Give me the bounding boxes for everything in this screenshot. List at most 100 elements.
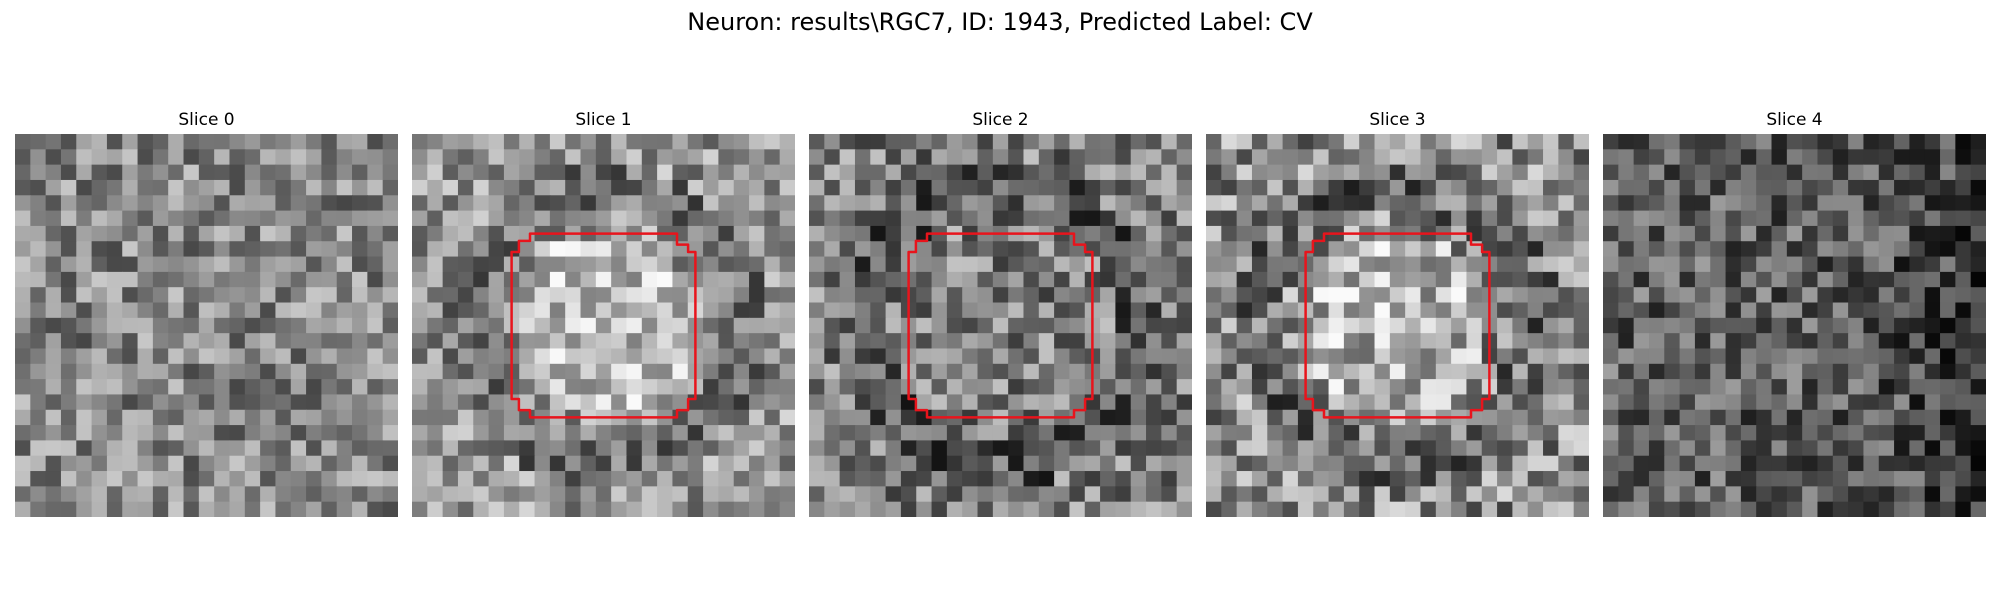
pixel-cell — [1130, 210, 1147, 227]
pixel-cell — [488, 302, 505, 319]
pixel-cell — [214, 225, 231, 242]
pixel-cell — [870, 287, 887, 304]
pixel-cell — [1282, 195, 1299, 212]
pixel-cell — [1236, 440, 1253, 457]
pixel-cell — [15, 425, 31, 441]
pixel-cell — [703, 271, 719, 288]
pixel-cell — [1008, 348, 1025, 365]
pixel-cell — [534, 134, 551, 150]
pixel-cell — [473, 134, 490, 150]
pixel-cell — [1481, 455, 1498, 472]
pixel-cell — [641, 333, 658, 350]
pixel-cell — [1512, 195, 1529, 212]
pixel-cell — [122, 149, 139, 166]
pixel-cell — [1802, 225, 1819, 242]
pixel-cell — [534, 471, 551, 487]
pixel-cell — [549, 256, 566, 273]
pixel-cell — [1038, 455, 1055, 472]
pixel-cell — [382, 394, 398, 411]
pixel-cell — [30, 394, 47, 411]
pixel-cell — [1832, 409, 1849, 426]
pixel-cell — [473, 164, 490, 181]
pixel-cell — [15, 149, 31, 166]
pixel-cell — [352, 440, 368, 457]
pixel-cell — [1633, 348, 1650, 365]
pixel-cell — [183, 134, 200, 150]
pixel-cell — [336, 425, 353, 441]
pixel-cell — [549, 149, 566, 166]
pixel-cell — [916, 471, 933, 487]
pixel-cell — [1497, 302, 1513, 319]
pixel-cell — [1740, 348, 1757, 365]
pixel-cell — [611, 486, 628, 503]
pixel-cell — [626, 486, 643, 503]
pixel-cell — [1802, 149, 1819, 166]
pixel-cell — [749, 363, 765, 380]
pixel-cell — [1786, 241, 1803, 258]
pixel-cell — [1069, 287, 1086, 304]
pixel-cell — [733, 134, 750, 150]
pixel-cell — [1740, 210, 1757, 227]
pixel-cell — [657, 471, 674, 487]
pixel-cell — [672, 394, 689, 411]
pixel-cell — [1573, 271, 1589, 288]
pixel-cell — [15, 179, 31, 196]
pixel-cell — [1130, 225, 1147, 242]
pixel-cell — [1512, 363, 1529, 380]
pixel-cell — [1359, 195, 1376, 212]
pixel-cell — [1756, 379, 1773, 396]
pixel-cell — [1420, 394, 1437, 411]
pixel-cell — [152, 363, 169, 380]
pixel-cell — [1497, 501, 1513, 517]
pixel-cell — [1161, 256, 1178, 273]
pixel-cell — [1466, 363, 1483, 380]
pixel-cell — [198, 317, 215, 334]
pixel-cell — [1740, 164, 1757, 181]
pixel-cell — [122, 363, 139, 380]
pixel-cell — [382, 471, 398, 487]
pixel-cell — [641, 486, 658, 503]
pixel-cell — [1771, 394, 1788, 411]
pixel-cell — [457, 179, 474, 196]
pixel-cell — [1161, 302, 1178, 319]
pixel-cell — [1251, 134, 1268, 150]
pixel-cell — [1802, 501, 1819, 517]
pixel-cell — [1313, 486, 1330, 503]
pixel-cell — [352, 134, 368, 150]
pixel-cell — [779, 195, 795, 212]
pixel-cell — [1236, 149, 1253, 166]
pixel-cell — [137, 271, 154, 288]
pixel-cell — [352, 425, 368, 441]
pixel-cell — [1236, 317, 1253, 334]
pixel-cell — [1100, 440, 1116, 457]
pixel-cell — [76, 302, 93, 319]
pixel-cell — [382, 210, 398, 227]
pixel-cell — [824, 164, 841, 181]
pixel-cell — [152, 195, 169, 212]
pixel-cell — [703, 317, 719, 334]
pixel-cell — [137, 348, 154, 365]
pixel-cell — [488, 425, 505, 441]
pixel-cell — [1161, 425, 1178, 441]
pixel-cell — [1054, 195, 1071, 212]
pixel-cell — [885, 379, 902, 396]
pixel-cell — [611, 455, 628, 472]
pixel-cell — [183, 241, 200, 258]
pixel-cell — [1130, 333, 1147, 350]
pixel-cell — [1725, 271, 1742, 288]
pixel-cell — [1694, 440, 1711, 457]
pixel-cell — [870, 195, 887, 212]
pixel-cell — [198, 302, 215, 319]
pixel-cell — [91, 471, 108, 487]
pixel-cell — [1282, 455, 1299, 472]
pixel-cell — [1603, 225, 1619, 242]
pixel-cell — [229, 164, 246, 181]
pixel-cell — [519, 363, 536, 380]
pixel-cell — [122, 440, 139, 457]
pixel-cell — [611, 333, 628, 350]
pixel-cell — [1955, 363, 1972, 380]
pixel-cell — [1267, 486, 1284, 503]
pixel-cell — [1573, 501, 1589, 517]
pixel-cell — [1146, 195, 1162, 212]
pixel-cell — [306, 179, 322, 196]
